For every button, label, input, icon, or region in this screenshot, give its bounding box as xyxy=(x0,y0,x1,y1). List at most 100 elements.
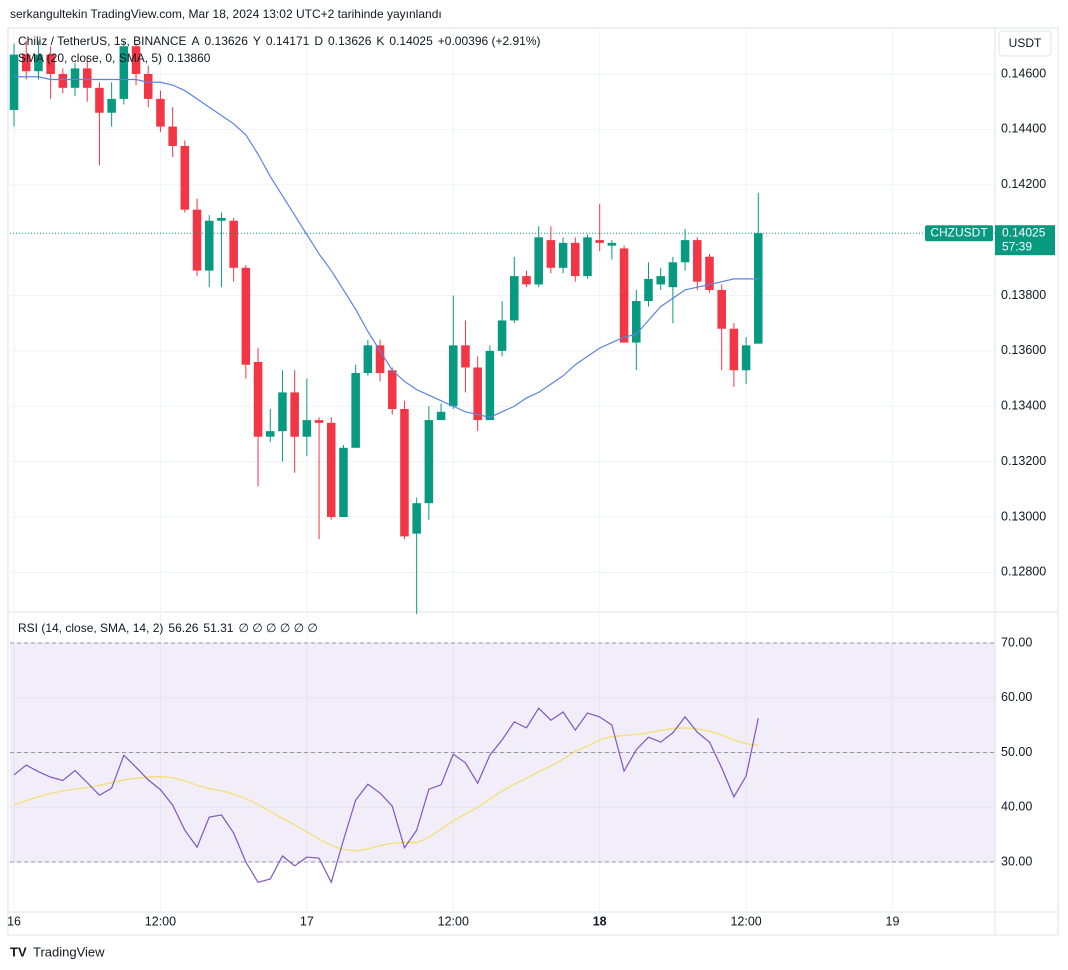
candle-body xyxy=(473,367,482,421)
candle-body xyxy=(522,276,531,285)
candle-body xyxy=(595,240,604,243)
y-tick-label: 60.00 xyxy=(1001,690,1032,704)
candle-body xyxy=(82,68,92,88)
ohlc-key: Y xyxy=(253,34,261,48)
candle-body xyxy=(558,242,568,268)
candle-body xyxy=(619,248,629,343)
symbol-tag xyxy=(925,225,993,242)
candle-body xyxy=(339,447,348,518)
last-price-label: 0.14025 xyxy=(1002,225,1046,239)
candle-body xyxy=(485,350,495,421)
candle-body xyxy=(131,46,141,74)
candle-body xyxy=(314,420,324,423)
candle-body xyxy=(204,220,214,271)
candle-body xyxy=(168,126,177,146)
candle-body xyxy=(693,240,702,282)
symbol-label: CHZUSDT xyxy=(930,225,988,239)
candle-body xyxy=(21,54,31,72)
change: +0.00396 (+2.91%) xyxy=(438,34,541,48)
y-tick-label: 40.00 xyxy=(1001,800,1032,814)
candle-body xyxy=(253,361,263,437)
y-tick-label: 50.00 xyxy=(1001,745,1032,759)
frame xyxy=(7,27,1059,936)
y-tick-label: 30.00 xyxy=(1001,854,1032,868)
candle-body xyxy=(668,262,678,288)
currency[interactable]: USDT xyxy=(1009,36,1042,50)
candle-body xyxy=(571,242,580,277)
x-tick-label: 12:00 xyxy=(145,914,176,928)
candle-body xyxy=(546,240,556,268)
candle-body xyxy=(680,240,690,263)
y-tick-label: 0.14400 xyxy=(1001,122,1046,136)
candle-body xyxy=(351,373,360,448)
candle-body xyxy=(265,431,275,437)
ohlc-value: 0.13626 xyxy=(205,34,249,48)
candle-body xyxy=(510,276,519,321)
ohlc-key: A xyxy=(192,34,200,48)
candle-body xyxy=(241,267,251,365)
rsi-value: 56.26 xyxy=(168,621,198,635)
candle-body xyxy=(278,392,287,432)
candle-body xyxy=(705,256,714,290)
x-tick-label: 18 xyxy=(593,914,607,928)
candle-body xyxy=(436,411,446,421)
x-tick-label: 12:00 xyxy=(730,914,761,928)
footer: TradingView xyxy=(33,944,105,959)
candle-body xyxy=(387,370,397,410)
x-tick-label: 17 xyxy=(300,914,314,928)
sma-value: 0.13860 xyxy=(167,51,211,65)
candle-body xyxy=(70,68,80,88)
y-tick-label: 70.00 xyxy=(1001,635,1032,649)
ohlc-key: D xyxy=(314,34,323,48)
candle-body xyxy=(302,420,312,437)
x-tick-label: 19 xyxy=(886,914,900,928)
ohlc-value: 0.14025 xyxy=(389,34,433,48)
candle-body xyxy=(400,409,409,537)
y-tick-label: 0.14600 xyxy=(1001,66,1046,80)
x-tick-label: 12:00 xyxy=(438,914,469,928)
rsi-line xyxy=(13,707,759,884)
candle-body xyxy=(180,145,190,210)
candle-body xyxy=(632,301,641,343)
currency-button[interactable] xyxy=(998,30,1052,57)
y-tick-label: 0.12800 xyxy=(1001,565,1046,579)
ohlc-value: 0.14171 xyxy=(266,34,310,48)
candle-body xyxy=(217,217,226,221)
candle-body xyxy=(363,345,373,374)
candle-body xyxy=(192,209,202,271)
candle-body xyxy=(656,276,665,285)
candle-body xyxy=(754,233,763,344)
price-tag xyxy=(995,225,1055,256)
candle-body xyxy=(156,98,165,127)
header: serkangultekin TradingView.com, Mar 18, … xyxy=(10,7,442,21)
candle-body xyxy=(497,320,507,351)
y-tick-label: 0.14200 xyxy=(1001,177,1046,191)
logo-mark: TV xyxy=(10,944,27,959)
candle-body xyxy=(46,54,55,74)
sma-line xyxy=(14,76,759,418)
rsi-line xyxy=(13,727,759,852)
candle-body xyxy=(119,46,129,99)
y-tick-label: 0.13000 xyxy=(1001,509,1046,523)
rsi-extra: ∅ ∅ ∅ ∅ ∅ ∅ xyxy=(238,621,317,635)
candle-body xyxy=(424,420,434,504)
candle-body xyxy=(143,73,153,99)
candle-body xyxy=(58,73,68,88)
y-tick-label: 0.13200 xyxy=(1001,454,1046,468)
y-tick-label: 0.13800 xyxy=(1001,288,1046,302)
candle-body xyxy=(412,503,421,534)
y-tick-label: 0.13400 xyxy=(1001,399,1046,413)
legend-title: Chiliz / TetherUS, 1s, BINANCE xyxy=(18,34,187,48)
candle-body xyxy=(290,392,299,437)
y-tick-label: 0.13600 xyxy=(1001,343,1046,357)
candle-body xyxy=(9,54,19,110)
ohlc-value: 0.13626 xyxy=(328,34,372,48)
candle-body xyxy=(107,98,116,113)
candle-body xyxy=(461,345,470,368)
candle-body xyxy=(644,278,653,302)
candle-body xyxy=(583,237,592,277)
candle-body xyxy=(717,289,726,329)
candle-body xyxy=(534,237,543,285)
candle-body xyxy=(229,220,238,268)
